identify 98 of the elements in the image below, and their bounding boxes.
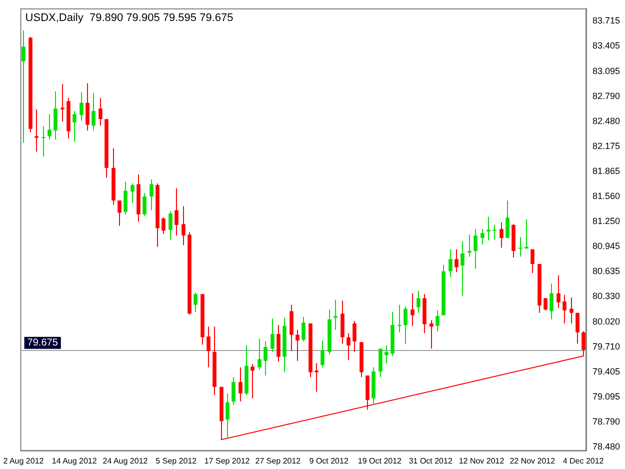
- x-tick-label: 9 Oct 2012: [309, 456, 349, 466]
- y-tick-label: 79.095: [592, 392, 620, 402]
- candlestick: [48, 114, 52, 140]
- candlestick: [570, 296, 574, 324]
- candlestick: [118, 200, 122, 226]
- candlestick: [92, 92, 96, 131]
- candlestick: [410, 292, 414, 326]
- candlestick: [80, 92, 84, 122]
- y-tick-label: 80.945: [592, 240, 620, 251]
- candlestick: [194, 292, 198, 313]
- candlestick: [22, 30, 26, 144]
- x-tick-label: 12 Nov 2012: [458, 456, 505, 466]
- candlestick: [486, 216, 490, 241]
- candlestick: [314, 362, 318, 392]
- x-tick-label: 4 Dec 2012: [562, 456, 604, 466]
- x-tick-label: 19 Oct 2012: [358, 456, 402, 466]
- y-tick-label: 83.715: [592, 16, 620, 26]
- y-tick-label: 79.405: [592, 366, 620, 376]
- y-tick-label: 81.250: [592, 216, 620, 226]
- y-tick-label: 80.635: [592, 266, 620, 276]
- y-tick-label: 79.710: [592, 342, 620, 352]
- candlestick: [182, 206, 186, 246]
- candlestick: [448, 248, 452, 278]
- candlestick: [238, 366, 242, 402]
- candlestick: [346, 332, 350, 361]
- candlestick: [290, 304, 294, 352]
- x-tick-label: 2 Aug 2012: [3, 456, 44, 466]
- candlestick: [544, 298, 548, 311]
- y-tick-label: 78.480: [592, 442, 620, 452]
- candlestick: [168, 210, 172, 240]
- y-tick-label: 80.020: [592, 316, 620, 326]
- candlestick: [296, 329, 300, 362]
- candlestick: [54, 90, 58, 140]
- candlestick: [124, 181, 128, 215]
- candlestick: [42, 126, 46, 158]
- candlestick: [530, 248, 534, 274]
- candlestick: [436, 310, 440, 332]
- y-tick-label: 83.405: [592, 40, 620, 51]
- y-tick-label: 78.790: [592, 416, 620, 426]
- candlestick: [474, 228, 478, 270]
- candlestick: [454, 248, 458, 273]
- candlestick: [398, 304, 402, 333]
- candlestick: [378, 348, 382, 378]
- candlestick: [576, 312, 580, 344]
- candlestick: [150, 178, 154, 211]
- candlestick: [98, 97, 102, 126]
- x-tick-label: 31 Oct 2012: [408, 456, 453, 466]
- candlestick: [404, 306, 408, 344]
- y-tick-label: 82.175: [592, 140, 620, 151]
- candlestick: [258, 338, 262, 370]
- candlestick: [492, 224, 496, 240]
- candlestick: [226, 392, 230, 440]
- candlestick: [480, 228, 484, 245]
- x-tick-label: 5 Sep 2012: [156, 456, 198, 466]
- candlestick: [334, 299, 338, 330]
- candlestick: [340, 300, 344, 344]
- candlestick: [72, 110, 76, 142]
- candlestick: [60, 84, 64, 122]
- candlestick: [206, 326, 210, 368]
- candlestick: [562, 294, 566, 324]
- candlestick: [468, 234, 472, 258]
- candlestick: [34, 108, 38, 152]
- candlestick: [86, 82, 90, 131]
- chart-title: USDX,Daily 79.890 79.905 79.595 79.675: [25, 12, 234, 24]
- y-tick-label: 82.790: [592, 90, 620, 101]
- candlestick: [506, 200, 510, 238]
- candlestick: [162, 217, 166, 234]
- y-tick-label: 80.330: [592, 291, 620, 302]
- candlestick: [524, 218, 528, 250]
- candlestick: [276, 324, 280, 362]
- y-tick-label: 81.865: [592, 166, 620, 176]
- candlestick: [518, 236, 522, 258]
- candlestick: [416, 290, 420, 314]
- candlestick: [500, 222, 504, 248]
- candlestick: [556, 274, 560, 308]
- candlestick: [142, 192, 146, 216]
- x-tick-label: 22 Nov 2012: [510, 456, 556, 466]
- candlestick: [352, 320, 356, 352]
- candlestick: [460, 240, 464, 296]
- candlestick: [250, 364, 254, 399]
- x-tick-label: 17 Sep 2012: [204, 456, 250, 466]
- ref-line-label: 79.675: [27, 338, 58, 349]
- x-tick-label: 24 Aug 2012: [102, 456, 148, 466]
- candlestick: [320, 340, 324, 368]
- candlestick: [232, 376, 236, 406]
- x-tick-label: 27 Sep 2012: [255, 456, 302, 466]
- candlestick: [264, 340, 268, 376]
- candlestick: [430, 320, 434, 350]
- candlestick: [174, 188, 178, 236]
- y-tick-label: 82.480: [592, 116, 620, 126]
- x-tick-label: 14 Aug 2012: [52, 456, 98, 466]
- candlestick: [384, 344, 388, 364]
- candlestick: [550, 283, 554, 320]
- candlestick: [270, 318, 274, 352]
- y-tick-label: 81.560: [592, 190, 620, 201]
- candlestick: [130, 182, 134, 204]
- candlestick: [302, 316, 306, 342]
- y-tick-label: 83.095: [592, 66, 620, 76]
